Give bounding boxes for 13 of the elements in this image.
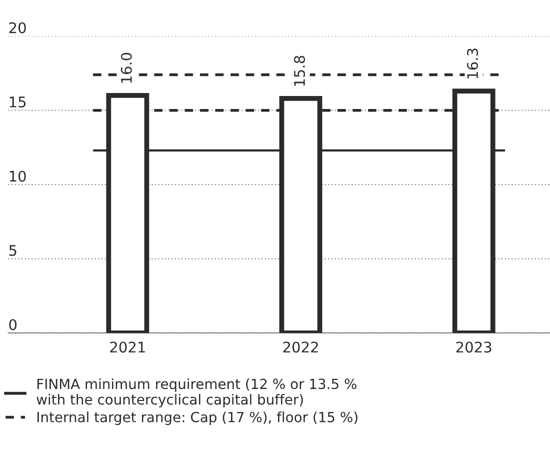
y-tick-label: 5	[9, 245, 16, 256]
x-tick-label: 2021	[110, 342, 145, 353]
x-tick-label: 2022	[283, 342, 318, 353]
data-label: 15.8	[294, 56, 305, 86]
y-tick-label: 15	[10, 96, 26, 108]
data-label: 16.3	[467, 48, 478, 78]
y-tick-label: 20	[9, 22, 26, 34]
data-label: 16.0	[120, 52, 132, 83]
y-tick-label: 0	[9, 319, 17, 330]
y-tick-label: 10	[10, 170, 26, 182]
legend-label: FINMA minimum requirement (12 % or 13.5 % with the countercyclical capital buffer)	[36, 378, 356, 408]
legend-label: Internal target range: Cap (17 %), floor (15 %)	[37, 412, 358, 426]
x-tick-label: 2023	[456, 342, 492, 353]
